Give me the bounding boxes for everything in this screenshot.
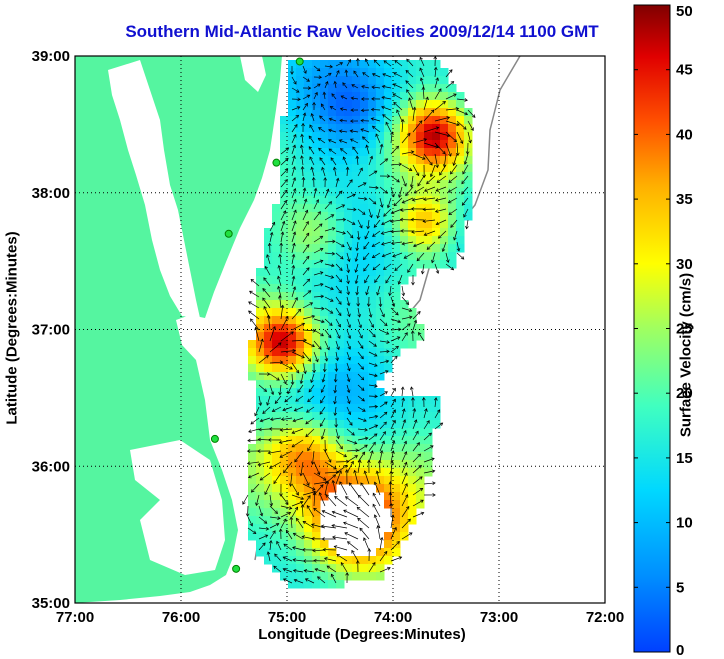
- x-tick-label: 75:00: [268, 609, 306, 626]
- y-tick-label: 37:00: [32, 322, 70, 339]
- colorbar: [633, 4, 671, 653]
- y-tick-label: 36:00: [32, 458, 70, 475]
- radar-station-marker: [210, 434, 219, 443]
- colorbar-ticks: 0 5 10 15 20 25 30 35 40 45 50: [634, 3, 693, 659]
- colorbar-tick-label: 50: [676, 3, 693, 20]
- colorbar-tick-label: 0: [676, 642, 684, 659]
- map-title: Southern Mid-Atlantic Raw Velocities 200…: [125, 22, 599, 41]
- x-tick-label: 72:00: [586, 609, 624, 626]
- y-tick-label: 38:00: [32, 185, 70, 202]
- colorbar-tick-label: 25: [676, 321, 693, 338]
- radar-station-marker: [224, 229, 233, 238]
- colorbar-tick-label: 45: [676, 62, 693, 79]
- colorbar-label: Surface Velocity (cm/s): [677, 272, 695, 438]
- x-tick-label: 74:00: [374, 609, 412, 626]
- y-tick-label: 35:00: [32, 595, 70, 612]
- colorbar-tick-label: 30: [676, 256, 693, 273]
- colorbar-tick-label: 20: [676, 385, 693, 402]
- chesapeake-bay: [108, 60, 200, 318]
- x-tick-label: 77:00: [56, 609, 94, 626]
- pamlico-sound: [130, 440, 225, 575]
- y-tick-label: 39:00: [32, 48, 70, 65]
- x-tick-label: 73:00: [480, 609, 518, 626]
- colorbar-tick-label: 5: [676, 579, 684, 596]
- map-grid: [75, 56, 605, 603]
- colorbar-tick-label: 35: [676, 191, 693, 208]
- radar-station-marker: [232, 564, 241, 573]
- land-mass: [75, 56, 282, 603]
- colorbar-tick-label: 40: [676, 126, 693, 143]
- radar-stations: [210, 57, 304, 573]
- colorbar-tick-label: 10: [676, 515, 693, 532]
- radar-station-marker: [272, 158, 281, 167]
- x-axis-label: Longitude (Degrees:Minutes): [258, 626, 466, 643]
- x-tick-label: 76:00: [162, 609, 200, 626]
- y-tick-labels: 39:00 38:00 37:00 36:00 35:00: [32, 48, 70, 612]
- velocity-vectors: [242, 56, 476, 584]
- radar-station-marker: [295, 57, 304, 66]
- x-tick-labels: 77:00 76:00 75:00 74:00 73:00 72:00: [56, 609, 624, 626]
- y-axis-label: Latitude (Degrees:Minutes): [3, 231, 21, 425]
- colorbar-tick-label: 15: [676, 450, 693, 467]
- delaware-bay: [240, 56, 266, 92]
